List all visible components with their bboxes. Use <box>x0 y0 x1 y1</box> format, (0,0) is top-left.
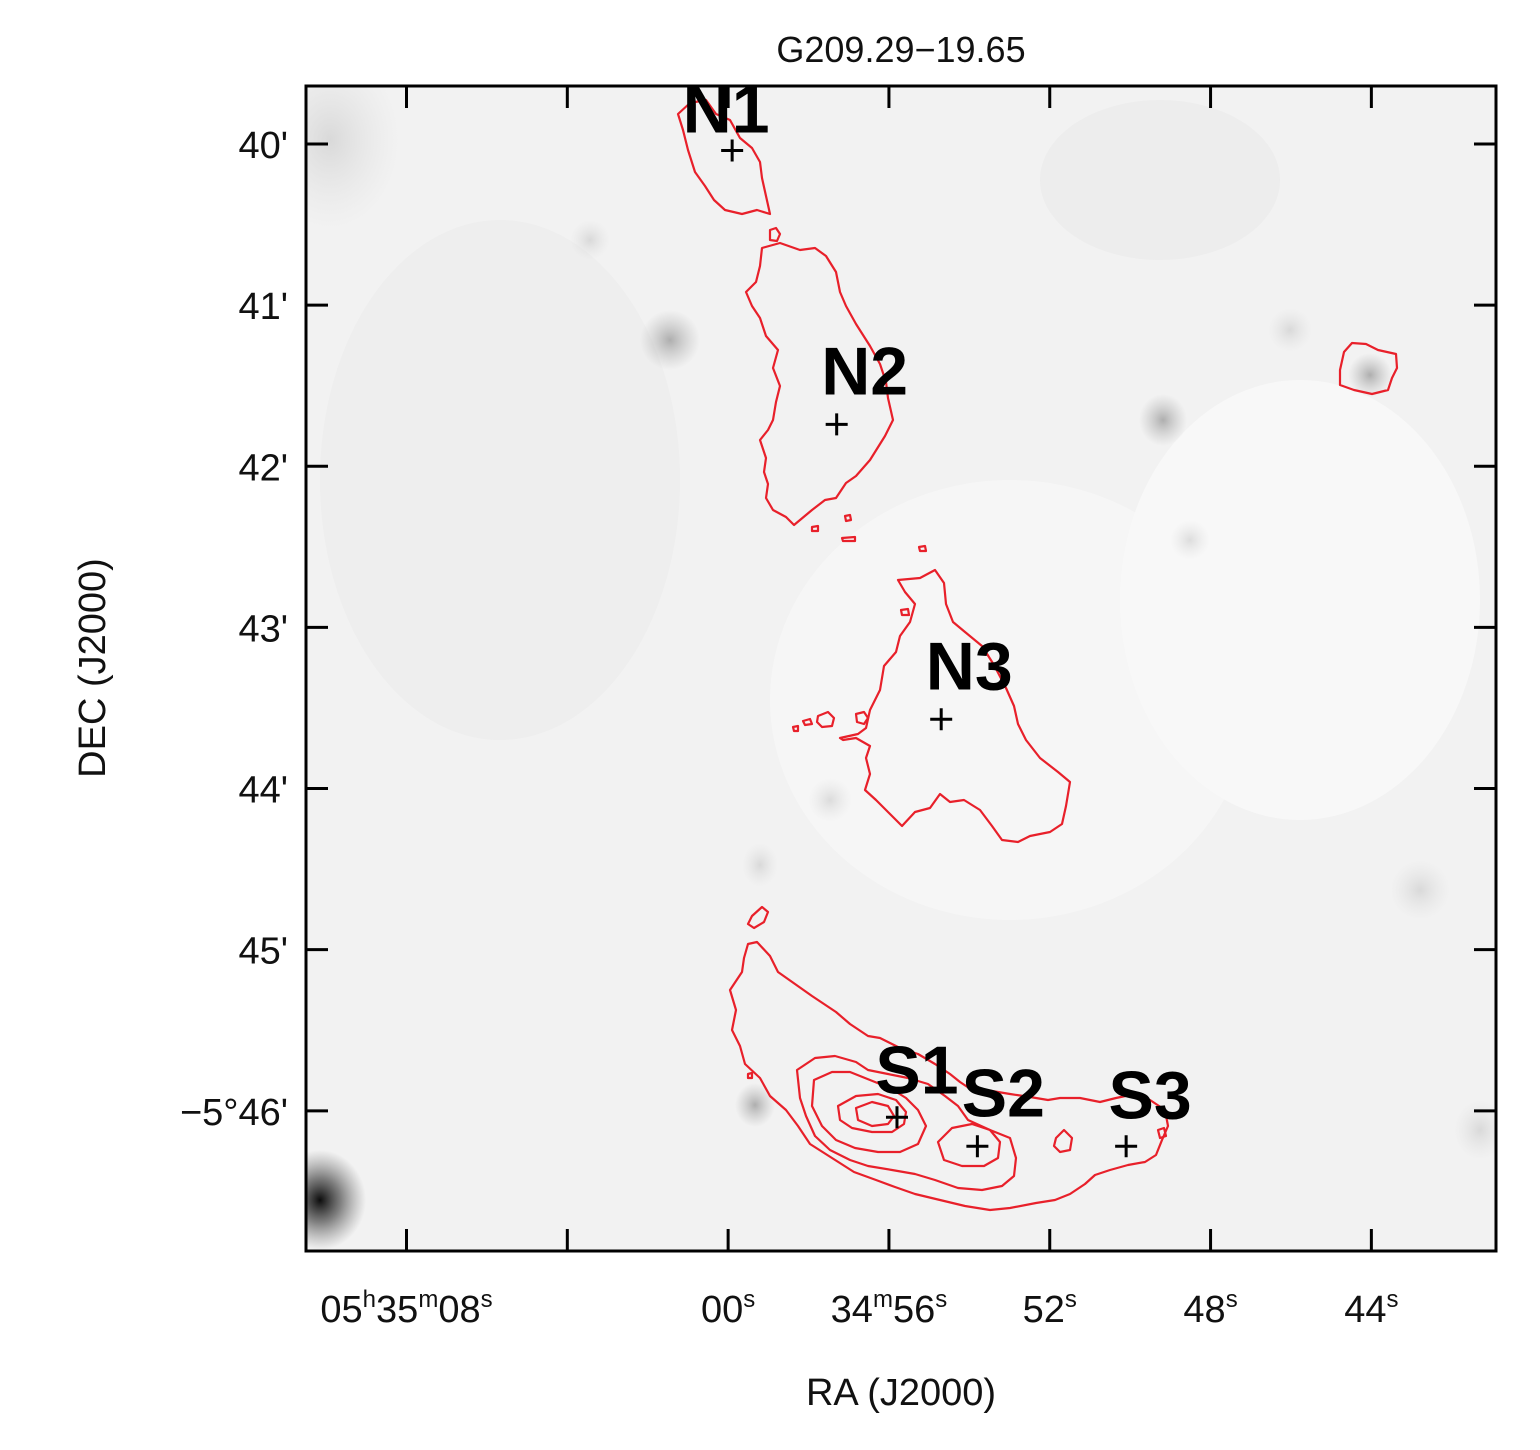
contour-s1-core <box>836 1092 908 1134</box>
contour-n2 <box>744 241 895 527</box>
y-tick-label-0: 40' <box>238 125 288 167</box>
contour-n3-blob <box>801 717 814 727</box>
contour-n2-islet <box>917 544 928 553</box>
source-marker-n2 <box>825 413 848 436</box>
source-label-n3: N3 <box>926 628 1013 704</box>
y-tick-label-1: 41' <box>238 286 288 328</box>
source-label-s2: S2 <box>962 1055 1045 1131</box>
x-tick-label-5: 44s <box>1344 1286 1398 1331</box>
contour-s3-blob <box>1156 1126 1168 1140</box>
x-tick-label-2: 34m56s <box>831 1286 948 1331</box>
x-tick-label-1: 00s <box>701 1286 755 1331</box>
contour-s-blob <box>746 905 770 930</box>
source-marker-s2 <box>966 1135 989 1158</box>
contour-n1-blob <box>768 226 782 243</box>
contour-n3-blob <box>899 607 911 617</box>
contour-n3 <box>838 568 1072 844</box>
plot-frame <box>304 84 1498 1253</box>
source-markers: N1 N2 N3 S1 S2 S3 <box>683 71 1192 1158</box>
contours <box>676 98 1399 1212</box>
contour-n3-blob <box>815 710 836 729</box>
contour-n3-blob <box>791 724 800 733</box>
source-label-s3: S3 <box>1109 1057 1192 1133</box>
axis-ticks <box>306 86 1496 1251</box>
contour-s3-spur <box>1052 1128 1074 1154</box>
y-tick-label-6: −5°46' <box>180 1092 288 1134</box>
source-marker-s1 <box>885 1106 908 1129</box>
contour-s-level2 <box>795 1054 1018 1192</box>
x-tick-labels: 05h35m08s 00s 34m56s 52s 48s 44s <box>320 1286 1398 1331</box>
y-tick-label-2: 42' <box>238 447 288 489</box>
x-axis-title: RA (J2000) <box>806 1372 996 1414</box>
contour-n2-islet <box>843 513 853 523</box>
source-label-n1: N1 <box>683 71 770 147</box>
contour-s-islet <box>746 1071 754 1080</box>
contour-s1-core-inner <box>854 1100 896 1128</box>
y-tick-labels: 40' 41' 42' 43' 44' 45' −5°46' <box>180 125 288 1134</box>
x-tick-label-4: 48s <box>1183 1286 1237 1331</box>
contour-s2-core <box>936 1122 1002 1168</box>
grayscale-image <box>306 86 1496 1251</box>
x-tick-label-0: 05h35m08s <box>320 1286 492 1331</box>
x-tick-label-3: 52s <box>1023 1286 1077 1331</box>
contour-n3-blob <box>854 710 870 726</box>
source-label-n2: N2 <box>821 333 908 409</box>
contour-n2-islet <box>840 535 857 543</box>
source-marker-n1 <box>721 139 744 162</box>
chart-title: G209.29−19.65 <box>776 29 1025 70</box>
source-marker-n3 <box>930 708 953 731</box>
contour-n2-islet <box>810 524 820 533</box>
contour-s-level3 <box>810 1070 928 1154</box>
y-tick-label-4: 44' <box>238 770 288 812</box>
contour-east-blob <box>1338 341 1399 396</box>
y-tick-label-5: 45' <box>238 931 288 973</box>
source-label-s1: S1 <box>875 1032 958 1108</box>
contour-n1 <box>676 98 772 216</box>
contour-s-outer <box>728 940 1170 1212</box>
source-marker-s3 <box>1115 1135 1138 1158</box>
y-tick-label-3: 43' <box>238 608 288 650</box>
y-axis-title: DEC (J2000) <box>72 558 114 778</box>
